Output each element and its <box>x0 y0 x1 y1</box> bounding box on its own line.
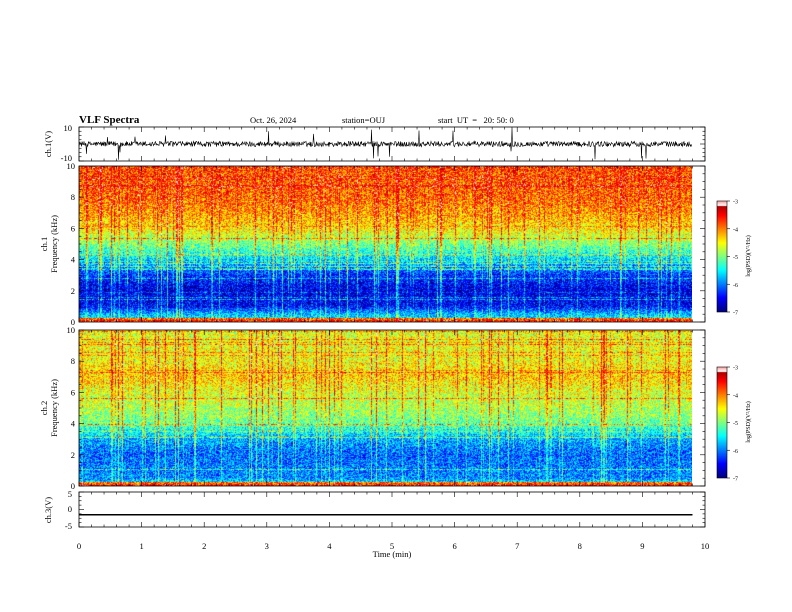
ch1-colorbar-ticks: -3 -4 -5 -6 -7 <box>727 200 738 317</box>
ch2-colorbar-label: log(PSD)(V²/Hz) <box>745 401 752 442</box>
ch3-time-ticks <box>78 491 706 528</box>
time-tick-label: 9 <box>640 541 644 551</box>
freq-tick-label: 4 <box>71 419 76 429</box>
date-label: Oct. 26, 2024 <box>250 115 297 125</box>
time-tick-labels: 0 1 2 3 4 5 6 7 8 9 10 <box>77 541 709 551</box>
time-tick-label: 3 <box>265 541 269 551</box>
ch1-waveform-panel: 10 -10 ch.1(V) <box>43 123 706 163</box>
freq-tick-label: 10 <box>67 325 76 335</box>
figure-title: VLF Spectra <box>79 114 140 126</box>
freq-tick-label: 8 <box>71 356 75 366</box>
time-tick-label: 7 <box>515 541 519 551</box>
time-tick-label: 4 <box>327 541 332 551</box>
ch2-colorbar <box>717 367 727 478</box>
freq-tick-label: 2 <box>71 450 75 460</box>
freq-tick-label: 6 <box>71 387 75 397</box>
colorbar-tick-label: -5 <box>733 255 738 261</box>
colorbar-tick-label: -4 <box>733 227 738 233</box>
time-tick-label: 1 <box>139 541 143 551</box>
ch2-frequency-ticks: 0 2 4 6 8 10 <box>67 325 705 491</box>
ch1-spectrogram-image <box>79 166 692 322</box>
station-label: station=OUJ <box>342 115 386 125</box>
freq-tick-label: 2 <box>71 286 75 296</box>
ch1-time-ticks <box>78 126 706 162</box>
time-tick-label: 0 <box>77 541 81 551</box>
ch1-ytick-bottom: -10 <box>61 153 72 163</box>
colorbar-tick-label: -3 <box>733 366 738 372</box>
colorbar-tick-label: -4 <box>733 393 738 399</box>
start-time-label: start UT = 20: 50: 0 <box>438 115 514 125</box>
time-tick-label: 5 <box>390 541 394 551</box>
freq-tick-label: 8 <box>71 192 75 202</box>
freq-tick-label: 4 <box>71 255 76 265</box>
ch3-ytick-top: 5 <box>68 489 72 499</box>
ch1-ylabel: ch.1(V) <box>43 131 53 157</box>
time-tick-label: 2 <box>202 541 206 551</box>
freq-tick-label: 0 <box>71 481 75 491</box>
colorbar-tick-label: -7 <box>733 311 738 317</box>
ch2-spec-ylabel: ch.2 <box>39 401 49 415</box>
time-axis-label: Time (min) <box>373 549 412 559</box>
ch2-spectrogram-image <box>79 330 692 486</box>
time-tick-label: 6 <box>452 541 456 551</box>
colorbar-tick-label: -3 <box>733 200 738 206</box>
ch2-freq-ylabel: Frequency (kHz) <box>49 379 59 437</box>
ch1-ytick-top: 10 <box>64 123 73 133</box>
colorbar-tick-label: -7 <box>733 477 738 483</box>
colorbar-tick-label: -6 <box>733 283 738 289</box>
freq-tick-label: 10 <box>67 161 76 171</box>
ch1-waveform-trace <box>78 127 693 160</box>
colorbar-tick-label: -6 <box>733 449 738 455</box>
ch3-ytick-bottom: -5 <box>65 521 72 531</box>
ch1-colorbar-label: log(PSD)(V²/Hz) <box>745 235 752 276</box>
time-tick-label: 10 <box>701 541 710 551</box>
ch3-waveform-panel: 5 0 -5 ch.3(V) 0 1 2 3 4 5 6 7 8 9 10 Time (min) <box>43 489 709 559</box>
ch1-colorbar <box>717 201 727 312</box>
ch1-spec-ylabel: ch.1 <box>39 237 49 251</box>
freq-tick-label: 6 <box>71 223 75 233</box>
freq-tick-label: 0 <box>71 317 75 327</box>
ch2-spec-time-ticks <box>78 330 706 486</box>
ch1-frequency-ticks: 0 2 4 6 8 10 <box>67 161 705 327</box>
colorbar-tick-label: -5 <box>733 421 738 427</box>
ch1-freq-ylabel: Frequency (kHz) <box>49 215 59 273</box>
ch1-spec-time-ticks <box>78 166 706 322</box>
ch3-ylabel: ch.3(V) <box>43 497 53 523</box>
ch3-ytick-mid: 0 <box>68 504 72 514</box>
ch2-colorbar-ticks: -3 -4 -5 -6 -7 <box>727 366 738 483</box>
time-tick-label: 8 <box>578 541 582 551</box>
